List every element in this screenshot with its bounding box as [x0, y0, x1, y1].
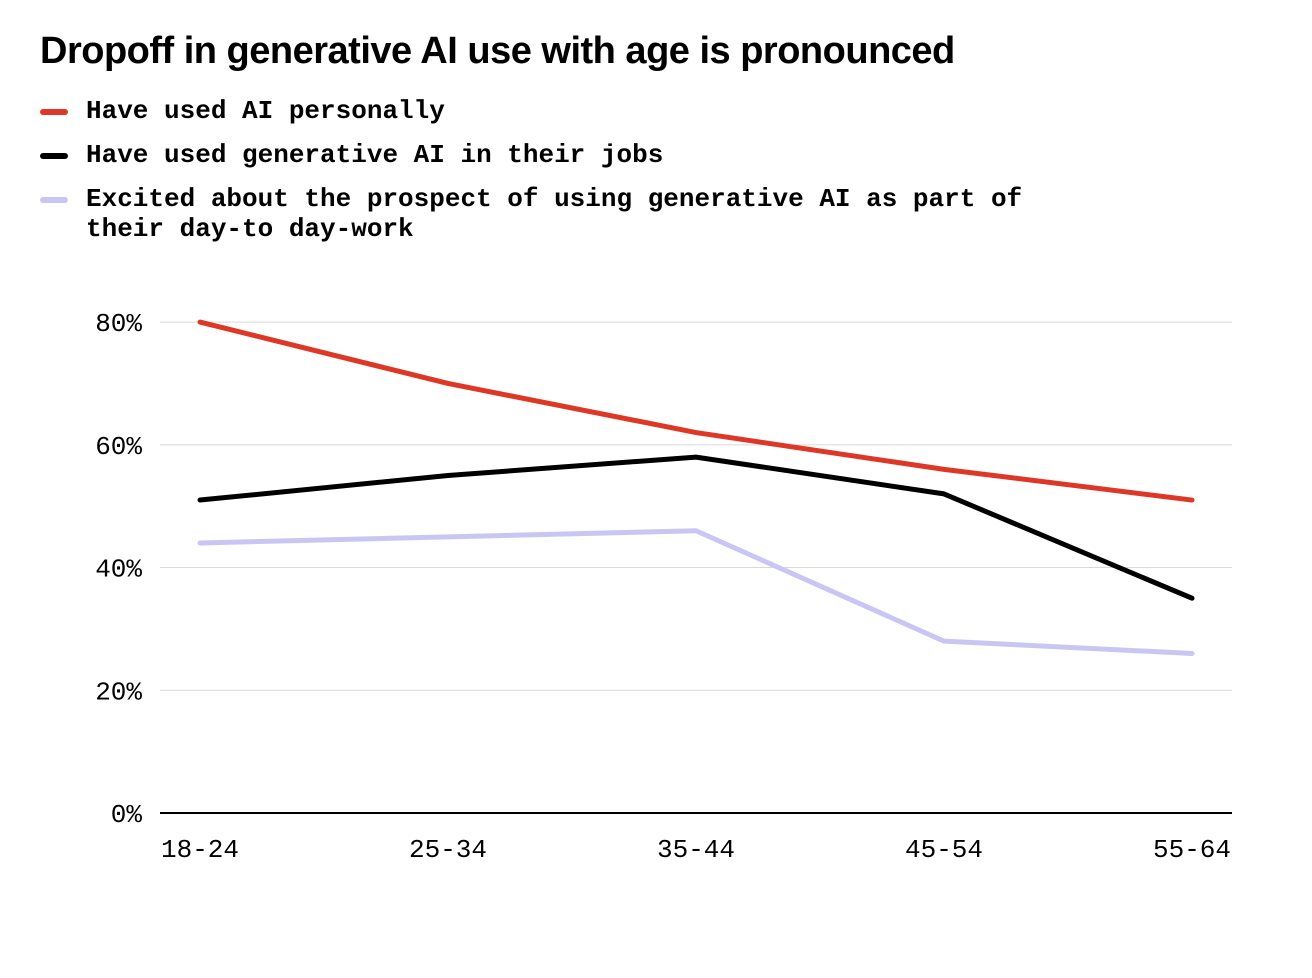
chart-page: Dropoff in generative AI use with age is…: [0, 0, 1312, 978]
legend-label: Have used generative AI in their jobs: [86, 141, 663, 171]
x-axis-tick-label: 45-54: [905, 835, 983, 865]
y-axis-tick-label: 0%: [111, 800, 143, 830]
series-line: [200, 457, 1192, 598]
y-axis-tick-label: 60%: [95, 431, 142, 461]
series-line: [200, 322, 1192, 500]
chart-title: Dropoff in generative AI use with age is…: [40, 30, 1272, 73]
chart-svg: 0% 20% 40% 60% 80% 18-24 25-34 35-44 45-54 55-64: [40, 263, 1272, 883]
chart-area: 0% 20% 40% 60% 80% 18-24 25-34 35-44 45-54 55-64: [40, 263, 1272, 883]
legend-label: Excited about the prospect of using gene…: [86, 185, 1036, 245]
y-axis-tick-label: 80%: [95, 309, 142, 339]
x-axis-tick-label: 18-24: [161, 835, 239, 865]
legend-swatch: [40, 197, 68, 203]
legend-item: Excited about the prospect of using gene…: [40, 185, 1272, 245]
x-axis-tick-label: 25-34: [409, 835, 487, 865]
legend-swatch: [40, 153, 68, 159]
legend-item: Have used AI personally: [40, 97, 1272, 127]
legend-item: Have used generative AI in their jobs: [40, 141, 1272, 171]
legend-swatch: [40, 109, 68, 115]
x-axis-tick-label: 35-44: [657, 835, 735, 865]
x-axis-tick-label: 55-64: [1153, 835, 1231, 865]
legend: Have used AI personally Have used genera…: [40, 97, 1272, 245]
y-axis-tick-label: 20%: [95, 677, 142, 707]
legend-label: Have used AI personally: [86, 97, 445, 127]
series-line: [200, 530, 1192, 653]
y-axis-tick-label: 40%: [95, 554, 142, 584]
